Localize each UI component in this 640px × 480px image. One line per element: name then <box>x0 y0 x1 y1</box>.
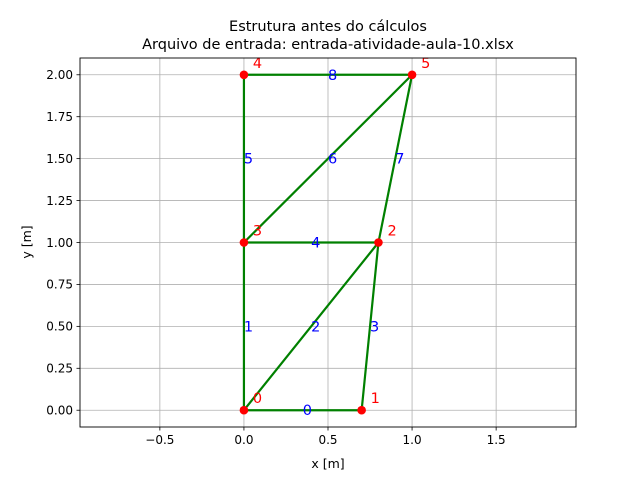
y-tick-label: 0.25 <box>46 362 73 376</box>
node-label: 2 <box>387 224 396 240</box>
element-label: 2 <box>311 319 320 335</box>
node-marker <box>239 405 249 415</box>
element-label: 7 <box>395 152 404 168</box>
chart-title-line1: Estrutura antes do cálculos <box>229 19 427 35</box>
x-tick-label: 0.5 <box>318 433 337 447</box>
x-tick-label: 0.0 <box>234 433 253 447</box>
chart-title-line2: Arquivo de entrada: entrada-atividade-au… <box>142 37 514 53</box>
plot-frame <box>79 57 577 428</box>
element-line <box>360 241 380 412</box>
element-label: 8 <box>328 68 337 84</box>
node-label: 5 <box>421 56 430 72</box>
element-label: 1 <box>244 319 253 335</box>
x-tick-label: 1.0 <box>403 433 422 447</box>
element-label: 0 <box>303 403 312 419</box>
y-tick-label: 1.50 <box>46 152 73 166</box>
element-label: 6 <box>328 152 337 168</box>
element-line <box>242 241 380 412</box>
y-tick-label: 1.75 <box>46 110 73 124</box>
y-tick-label: 0.00 <box>46 404 73 418</box>
x-axis-label: x [m] <box>311 456 344 471</box>
y-tick-label: 1.00 <box>46 236 73 250</box>
element-line <box>242 73 414 244</box>
element-label: 3 <box>370 319 379 335</box>
axis-ticks: −0.5 0.0 0.5 1.0 1.5 0.00 0.25 0.50 0.75 1.00 1.25… <box>46 68 505 447</box>
x-tick-label: −0.5 <box>145 433 174 447</box>
node-label: 1 <box>371 391 380 407</box>
truss-nodes <box>239 70 417 415</box>
node-marker <box>239 238 249 247</box>
node-marker <box>357 405 366 415</box>
truss-elements <box>242 73 414 412</box>
node-label: 3 <box>253 224 262 240</box>
node-marker <box>239 70 249 80</box>
node-marker <box>374 238 383 247</box>
y-tick-label: 2.00 <box>46 68 73 82</box>
y-tick-label: 0.75 <box>46 278 73 292</box>
element-label: 4 <box>311 236 320 252</box>
x-tick-label: 1.5 <box>487 433 506 447</box>
node-label: 4 <box>253 56 262 72</box>
y-tick-label: 0.50 <box>46 320 73 334</box>
y-axis-label: y [m] <box>19 225 34 258</box>
node-marker <box>407 70 417 80</box>
element-line <box>377 73 414 244</box>
element-label: 5 <box>244 152 253 168</box>
y-tick-label: 1.25 <box>46 194 73 208</box>
truss-labels: 0 1 2 3 4 5 6 7 8 0 1 2 3 4 5 <box>244 56 430 419</box>
node-label: 0 <box>253 391 262 407</box>
